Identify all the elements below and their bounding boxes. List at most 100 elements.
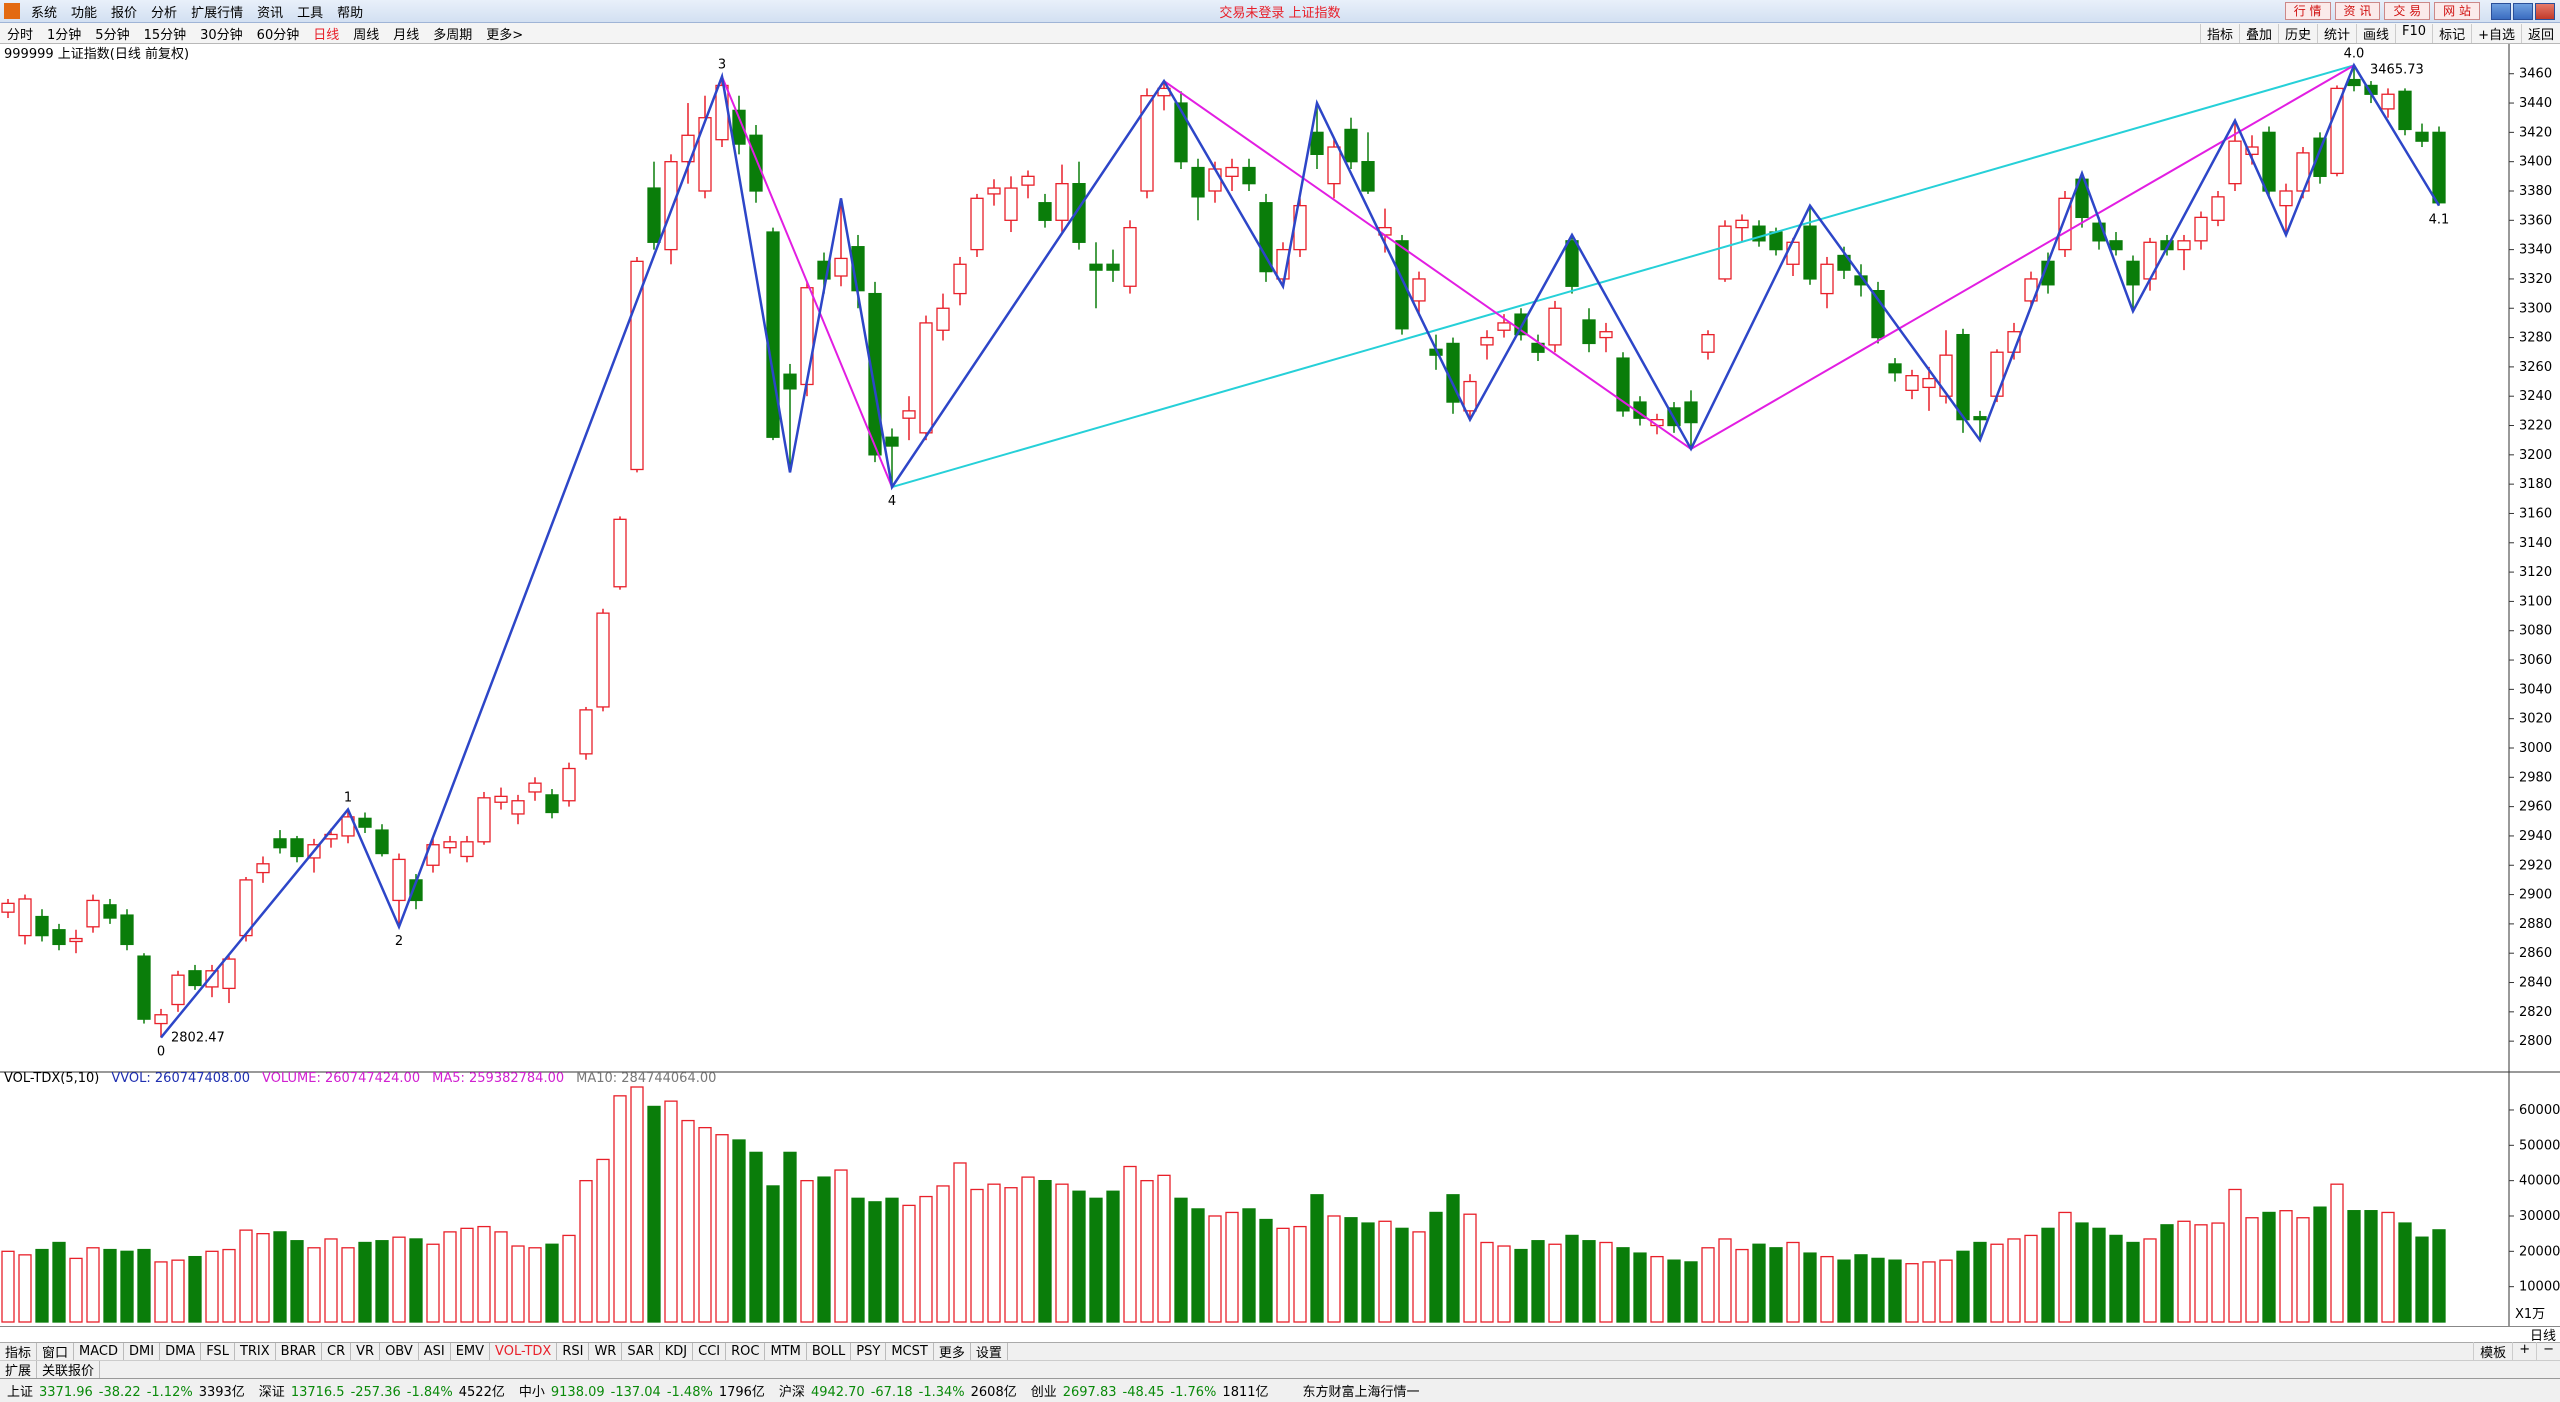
y-tick-label: 2920: [2519, 858, 2552, 873]
period-button[interactable]: 周线: [353, 27, 380, 43]
candle-body: [613, 518, 627, 588]
bottom-tab[interactable]: 扩展: [0, 1361, 38, 1379]
period-button[interactable]: 60分钟: [256, 27, 300, 43]
indicator-tab[interactable]: DMA: [160, 1343, 202, 1360]
volume-bar: [715, 1134, 729, 1323]
indicator-tab[interactable]: RSI: [557, 1343, 590, 1360]
tool-button[interactable]: 指标: [2199, 23, 2239, 43]
period-button[interactable]: 日线: [313, 27, 340, 43]
y-tick-label: 3280: [2519, 331, 2552, 346]
maximize-button[interactable]: [2513, 2, 2533, 20]
index-value: -1.84%: [406, 1385, 453, 1400]
period-button[interactable]: 15分钟: [143, 27, 187, 43]
tool-button[interactable]: 标记: [2432, 23, 2471, 43]
y-tick-label: 3240: [2519, 389, 2552, 404]
tool-button[interactable]: 历史: [2277, 23, 2317, 43]
top-button[interactable]: 交 易: [2384, 2, 2431, 20]
indicator-tab[interactable]: FSL: [201, 1343, 235, 1360]
index-quote[interactable]: 沪深 4942.70 -67.18 -1.34% 2608亿: [772, 1381, 1024, 1400]
close-button[interactable]: [2535, 2, 2555, 20]
y-tick-label: 3100: [2519, 594, 2552, 609]
volume-bar: [562, 1234, 576, 1323]
tool-button[interactable]: 统计: [2317, 23, 2356, 43]
y-tick-label: 2800: [2519, 1034, 2552, 1049]
tool-button[interactable]: +自选: [2471, 23, 2521, 43]
indicator-tab[interactable]: VR: [351, 1343, 381, 1360]
indicator-tab[interactable]: MCST: [886, 1343, 934, 1360]
period-button[interactable]: 更多>: [486, 27, 524, 43]
menu-item[interactable]: 资讯: [257, 5, 284, 21]
indicator-tab[interactable]: 指标: [0, 1343, 38, 1361]
indicator-tab[interactable]: BRAR: [276, 1343, 323, 1360]
volume-bar: [1429, 1211, 1443, 1323]
indicator-tab[interactable]: MTM: [765, 1343, 807, 1360]
indicator-tab[interactable]: 更多: [934, 1343, 971, 1361]
top-button[interactable]: 网 站: [2434, 2, 2480, 20]
period-button[interactable]: 1分钟: [47, 27, 82, 43]
volume-unit: X1万: [2515, 1307, 2545, 1322]
menu-item[interactable]: 报价: [111, 5, 138, 21]
bottom-tab[interactable]: 关联报价: [37, 1361, 101, 1379]
menu-item[interactable]: 功能: [71, 5, 98, 21]
volume-bar: [630, 1086, 644, 1323]
menu-item[interactable]: 扩展行情: [191, 5, 244, 21]
indicator-tab[interactable]: 窗口: [37, 1343, 75, 1361]
period-button[interactable]: 30分钟: [200, 27, 243, 43]
index-name: 创业: [1030, 1385, 1057, 1400]
candle-body: [1004, 187, 1018, 221]
menu-item[interactable]: 帮助: [337, 5, 364, 21]
index-quote[interactable]: 深证 13716.5 -257.36 -1.84% 4522亿: [252, 1381, 512, 1400]
indicator-tab[interactable]: CR: [322, 1343, 352, 1360]
indicator-tab[interactable]: MACD: [74, 1343, 124, 1360]
indicator-tab[interactable]: PSY: [851, 1343, 887, 1360]
menu-item[interactable]: 分析: [151, 5, 178, 21]
period-button[interactable]: 月线: [393, 27, 420, 43]
indicator-tab[interactable]: SAR: [622, 1343, 660, 1360]
indicator-tab[interactable]: ROC: [726, 1343, 766, 1360]
volume-bar: [2109, 1234, 2123, 1323]
period-button[interactable]: 分时: [7, 27, 34, 43]
index-quote[interactable]: 创业 2697.83 -48.45 -1.76% 1811亿: [1024, 1381, 1276, 1400]
indicator-tab[interactable]: KDJ: [660, 1343, 694, 1360]
index-quote[interactable]: 中小 9138.09 -137.04 -1.48% 1796亿: [512, 1381, 772, 1400]
volume-bar: [52, 1241, 66, 1323]
tool-button[interactable]: 画线: [2356, 23, 2395, 43]
volume-bar: [834, 1169, 848, 1323]
volume-header-item: MA5: 259382784.00: [432, 1071, 564, 1086]
volume-bar: [307, 1247, 321, 1323]
tool-button[interactable]: 叠加: [2238, 23, 2278, 43]
menu-item[interactable]: 系统: [31, 5, 58, 21]
template-button[interactable]: 模板: [2473, 1342, 2512, 1361]
indicator-tab[interactable]: 设置: [971, 1343, 1008, 1361]
volume-bar: [137, 1248, 151, 1323]
template-button[interactable]: +: [2512, 1342, 2536, 1361]
indicator-tab[interactable]: ASI: [419, 1343, 451, 1360]
indicator-tab[interactable]: CCI: [693, 1343, 727, 1360]
indicator-tab[interactable]: DMI: [124, 1343, 161, 1360]
template-button[interactable]: −: [2536, 1342, 2560, 1361]
indicator-tab[interactable]: BOLL: [807, 1343, 852, 1360]
volume-bar: [1973, 1241, 1987, 1323]
top-button[interactable]: 资 讯: [2334, 2, 2381, 20]
volume-bar: [2313, 1206, 2327, 1323]
period-button[interactable]: 5分钟: [95, 27, 130, 43]
candle-body: [35, 915, 49, 937]
indicator-tab[interactable]: VOL-TDX: [490, 1343, 558, 1360]
menu-item[interactable]: 工具: [297, 5, 324, 21]
volume-bar: [103, 1248, 117, 1323]
indicator-tab[interactable]: TRIX: [235, 1343, 276, 1360]
title-buttons: 行 情资 讯交 易网 站: [2283, 2, 2482, 20]
indicator-tab[interactable]: EMV: [451, 1343, 491, 1360]
minimize-button[interactable]: [2491, 2, 2511, 20]
tool-button[interactable]: F10: [2395, 23, 2432, 43]
period-button[interactable]: 多周期: [433, 27, 473, 43]
volume-bar: [1684, 1261, 1698, 1323]
top-button[interactable]: 行 情: [2284, 2, 2331, 20]
extension-tabs: 扩展 关联报价: [0, 1360, 2560, 1379]
index-quote[interactable]: 上证 3371.96 -38.22 -1.12% 3393亿: [0, 1381, 252, 1400]
tool-button[interactable]: 返回: [2520, 23, 2560, 43]
candle-body: [1735, 219, 1749, 229]
indicator-tab[interactable]: OBV: [380, 1343, 419, 1360]
volume-bar: [766, 1185, 780, 1323]
indicator-tab[interactable]: WR: [589, 1343, 623, 1360]
